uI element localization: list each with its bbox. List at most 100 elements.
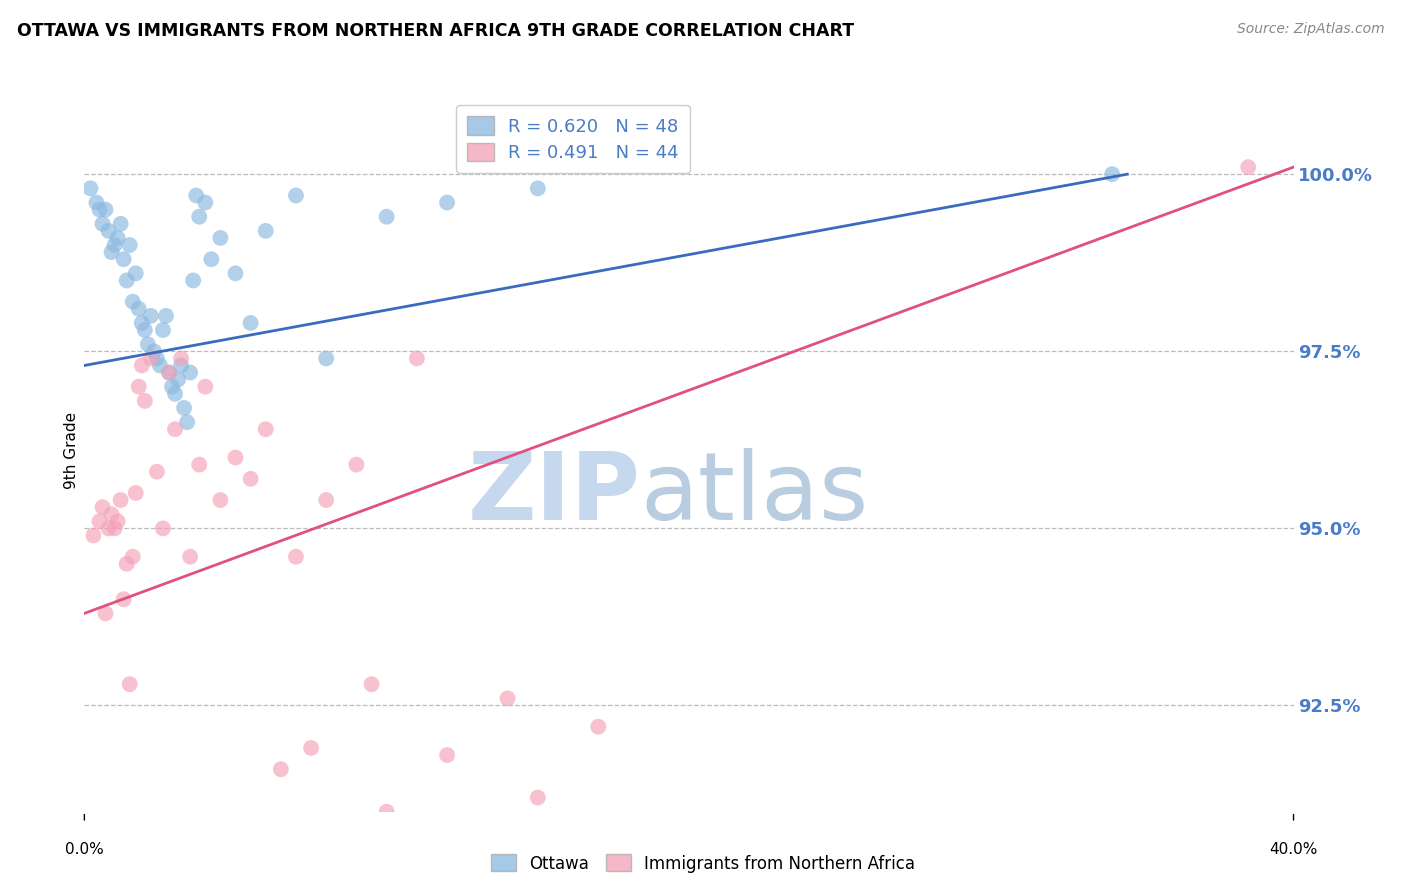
Point bbox=[115, 557, 138, 571]
Point bbox=[131, 316, 153, 330]
Text: 40.0%: 40.0% bbox=[1270, 842, 1317, 857]
Point bbox=[375, 805, 398, 819]
Point bbox=[118, 238, 141, 252]
Point bbox=[152, 323, 174, 337]
Point bbox=[149, 359, 172, 373]
Point bbox=[225, 450, 247, 465]
Point bbox=[239, 472, 262, 486]
Point bbox=[139, 351, 162, 366]
Point bbox=[107, 231, 129, 245]
Point bbox=[128, 380, 150, 394]
Point bbox=[79, 181, 101, 195]
Point bbox=[160, 380, 183, 394]
Point bbox=[285, 188, 308, 202]
Point bbox=[678, 889, 700, 892]
Point bbox=[112, 592, 135, 607]
Point bbox=[97, 224, 120, 238]
Point bbox=[285, 549, 308, 564]
Point bbox=[152, 521, 174, 535]
Text: atlas: atlas bbox=[641, 448, 869, 540]
Point bbox=[165, 422, 187, 436]
Point bbox=[254, 422, 277, 436]
Point bbox=[209, 493, 232, 508]
Point bbox=[100, 245, 122, 260]
Point bbox=[186, 188, 208, 202]
Point bbox=[239, 316, 262, 330]
Point bbox=[134, 323, 156, 337]
Text: Source: ZipAtlas.com: Source: ZipAtlas.com bbox=[1237, 22, 1385, 37]
Point bbox=[134, 393, 156, 408]
Text: OTTAWA VS IMMIGRANTS FROM NORTHERN AFRICA 9TH GRADE CORRELATION CHART: OTTAWA VS IMMIGRANTS FROM NORTHERN AFRIC… bbox=[17, 22, 853, 40]
Point bbox=[270, 762, 292, 776]
Point bbox=[315, 493, 337, 508]
Point bbox=[157, 366, 180, 380]
Point bbox=[360, 677, 382, 691]
Point bbox=[94, 202, 117, 217]
Point bbox=[118, 677, 141, 691]
Point bbox=[375, 210, 398, 224]
Point bbox=[254, 224, 277, 238]
Point bbox=[176, 415, 198, 429]
Point bbox=[125, 266, 148, 280]
Point bbox=[155, 309, 177, 323]
Point bbox=[94, 607, 117, 621]
Point bbox=[194, 195, 217, 210]
Point bbox=[527, 181, 550, 195]
Text: ZIP: ZIP bbox=[468, 448, 641, 540]
Point bbox=[91, 217, 114, 231]
Point bbox=[346, 458, 368, 472]
Point bbox=[104, 521, 127, 535]
Point bbox=[315, 351, 337, 366]
Y-axis label: 9th Grade: 9th Grade bbox=[63, 412, 79, 489]
Point bbox=[179, 366, 201, 380]
Point bbox=[167, 373, 190, 387]
Point bbox=[194, 380, 217, 394]
Point bbox=[188, 210, 211, 224]
Point bbox=[146, 351, 169, 366]
Point bbox=[97, 521, 120, 535]
Point bbox=[89, 514, 111, 528]
Point bbox=[406, 351, 429, 366]
Point bbox=[527, 790, 550, 805]
Point bbox=[496, 691, 519, 706]
Point bbox=[82, 528, 104, 542]
Point bbox=[121, 549, 143, 564]
Point bbox=[299, 741, 322, 756]
Point bbox=[100, 507, 122, 521]
Point bbox=[165, 386, 187, 401]
Point bbox=[107, 514, 129, 528]
Point bbox=[110, 217, 132, 231]
Point bbox=[131, 359, 153, 373]
Point bbox=[115, 273, 138, 287]
Point bbox=[170, 351, 193, 366]
Point bbox=[142, 344, 165, 359]
Point bbox=[121, 294, 143, 309]
Point bbox=[91, 500, 114, 515]
Point bbox=[588, 720, 610, 734]
Point bbox=[110, 493, 132, 508]
Point bbox=[181, 273, 204, 287]
Point bbox=[128, 301, 150, 316]
Point bbox=[112, 252, 135, 267]
Point bbox=[89, 202, 111, 217]
Point bbox=[436, 747, 458, 762]
Point bbox=[1101, 167, 1123, 181]
Point bbox=[173, 401, 195, 415]
Legend: Ottawa, Immigrants from Northern Africa: Ottawa, Immigrants from Northern Africa bbox=[484, 847, 922, 880]
Point bbox=[86, 195, 108, 210]
Text: 0.0%: 0.0% bbox=[65, 842, 104, 857]
Point bbox=[436, 195, 458, 210]
Point bbox=[104, 238, 127, 252]
Point bbox=[146, 465, 169, 479]
Legend: R = 0.620   N = 48, R = 0.491   N = 44: R = 0.620 N = 48, R = 0.491 N = 44 bbox=[456, 105, 690, 173]
Point bbox=[139, 309, 162, 323]
Point bbox=[125, 486, 148, 500]
Point bbox=[179, 549, 201, 564]
Point bbox=[200, 252, 222, 267]
Point bbox=[209, 231, 232, 245]
Point bbox=[188, 458, 211, 472]
Point bbox=[170, 359, 193, 373]
Point bbox=[136, 337, 159, 351]
Point bbox=[157, 366, 180, 380]
Point bbox=[225, 266, 247, 280]
